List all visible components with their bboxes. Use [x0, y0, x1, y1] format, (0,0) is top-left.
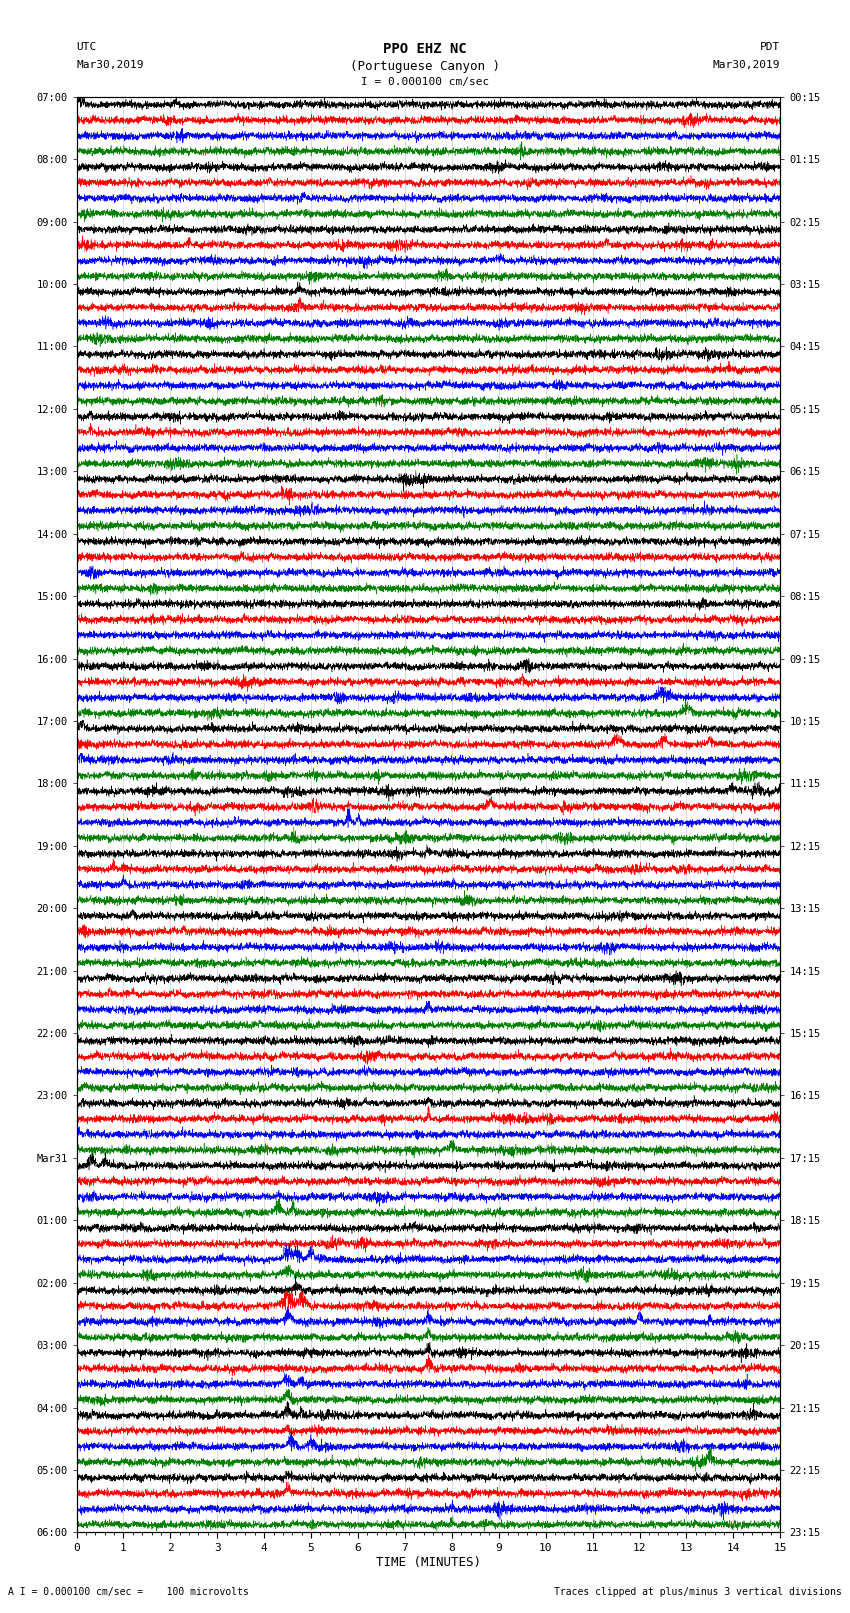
Text: PDT: PDT: [760, 42, 780, 52]
Text: PPO EHZ NC: PPO EHZ NC: [383, 42, 467, 56]
Text: Mar30,2019: Mar30,2019: [713, 60, 780, 69]
Text: UTC: UTC: [76, 42, 97, 52]
Text: A I = 0.000100 cm/sec =    100 microvolts: A I = 0.000100 cm/sec = 100 microvolts: [8, 1587, 249, 1597]
Text: (Portuguese Canyon ): (Portuguese Canyon ): [350, 60, 500, 73]
Text: Traces clipped at plus/minus 3 vertical divisions: Traces clipped at plus/minus 3 vertical …: [553, 1587, 842, 1597]
X-axis label: TIME (MINUTES): TIME (MINUTES): [376, 1555, 481, 1568]
Text: Mar30,2019: Mar30,2019: [76, 60, 144, 69]
Text: I = 0.000100 cm/sec: I = 0.000100 cm/sec: [361, 77, 489, 87]
